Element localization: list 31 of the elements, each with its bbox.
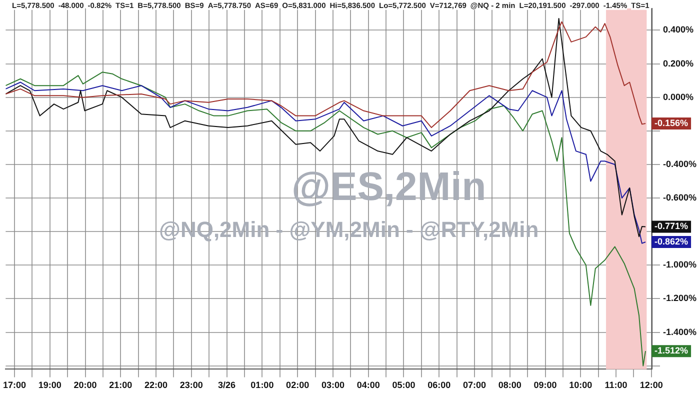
y-tick-label: -1.000% [663,260,697,270]
x-tick-label: 06:00 [428,380,451,390]
annotation: -1.512% [654,346,688,356]
x-tick-label: 10:00 [569,380,592,390]
x-tick-label: 21:00 [109,380,132,390]
y-tick-label: -1.400% [663,326,697,337]
y-tick-label: -0.400% [663,158,697,169]
annotation: -0.862% [654,236,688,246]
x-tick-label: 08:00 [498,380,522,390]
x-tick-label: 02:00 [286,380,310,390]
y-tick-label: -1.200% [663,293,697,304]
x-tick-label: 23:00 [180,380,203,390]
y-tick-label: 0.000% [663,92,694,102]
x-tick-label: 19:00 [38,380,62,390]
x-tick-label: 04:00 [356,380,380,390]
y-tick-label: 0.200% [663,58,694,68]
x-tick-label: 17:00 [2,380,26,390]
x-tick-label: 05:00 [392,380,416,390]
y-tick-label: 0.400% [663,24,694,35]
x-tick-label: 11:00 [604,380,628,390]
x-tick-label: 3/26 [218,380,236,390]
x-tick-label: 01:00 [250,380,274,390]
x-tick-label: 22:00 [144,380,168,390]
y-tick-label: -0.600% [663,192,697,203]
annotation: -0.771% [654,221,688,232]
x-tick-label: 03:00 [321,380,344,390]
x-tick-label: 20:00 [74,380,97,390]
annotation: -0.156% [654,118,688,128]
x-tick-label: 12:00 [640,380,663,390]
x-tick-label: 09:00 [534,380,557,390]
x-tick-label: 07:00 [462,380,486,390]
